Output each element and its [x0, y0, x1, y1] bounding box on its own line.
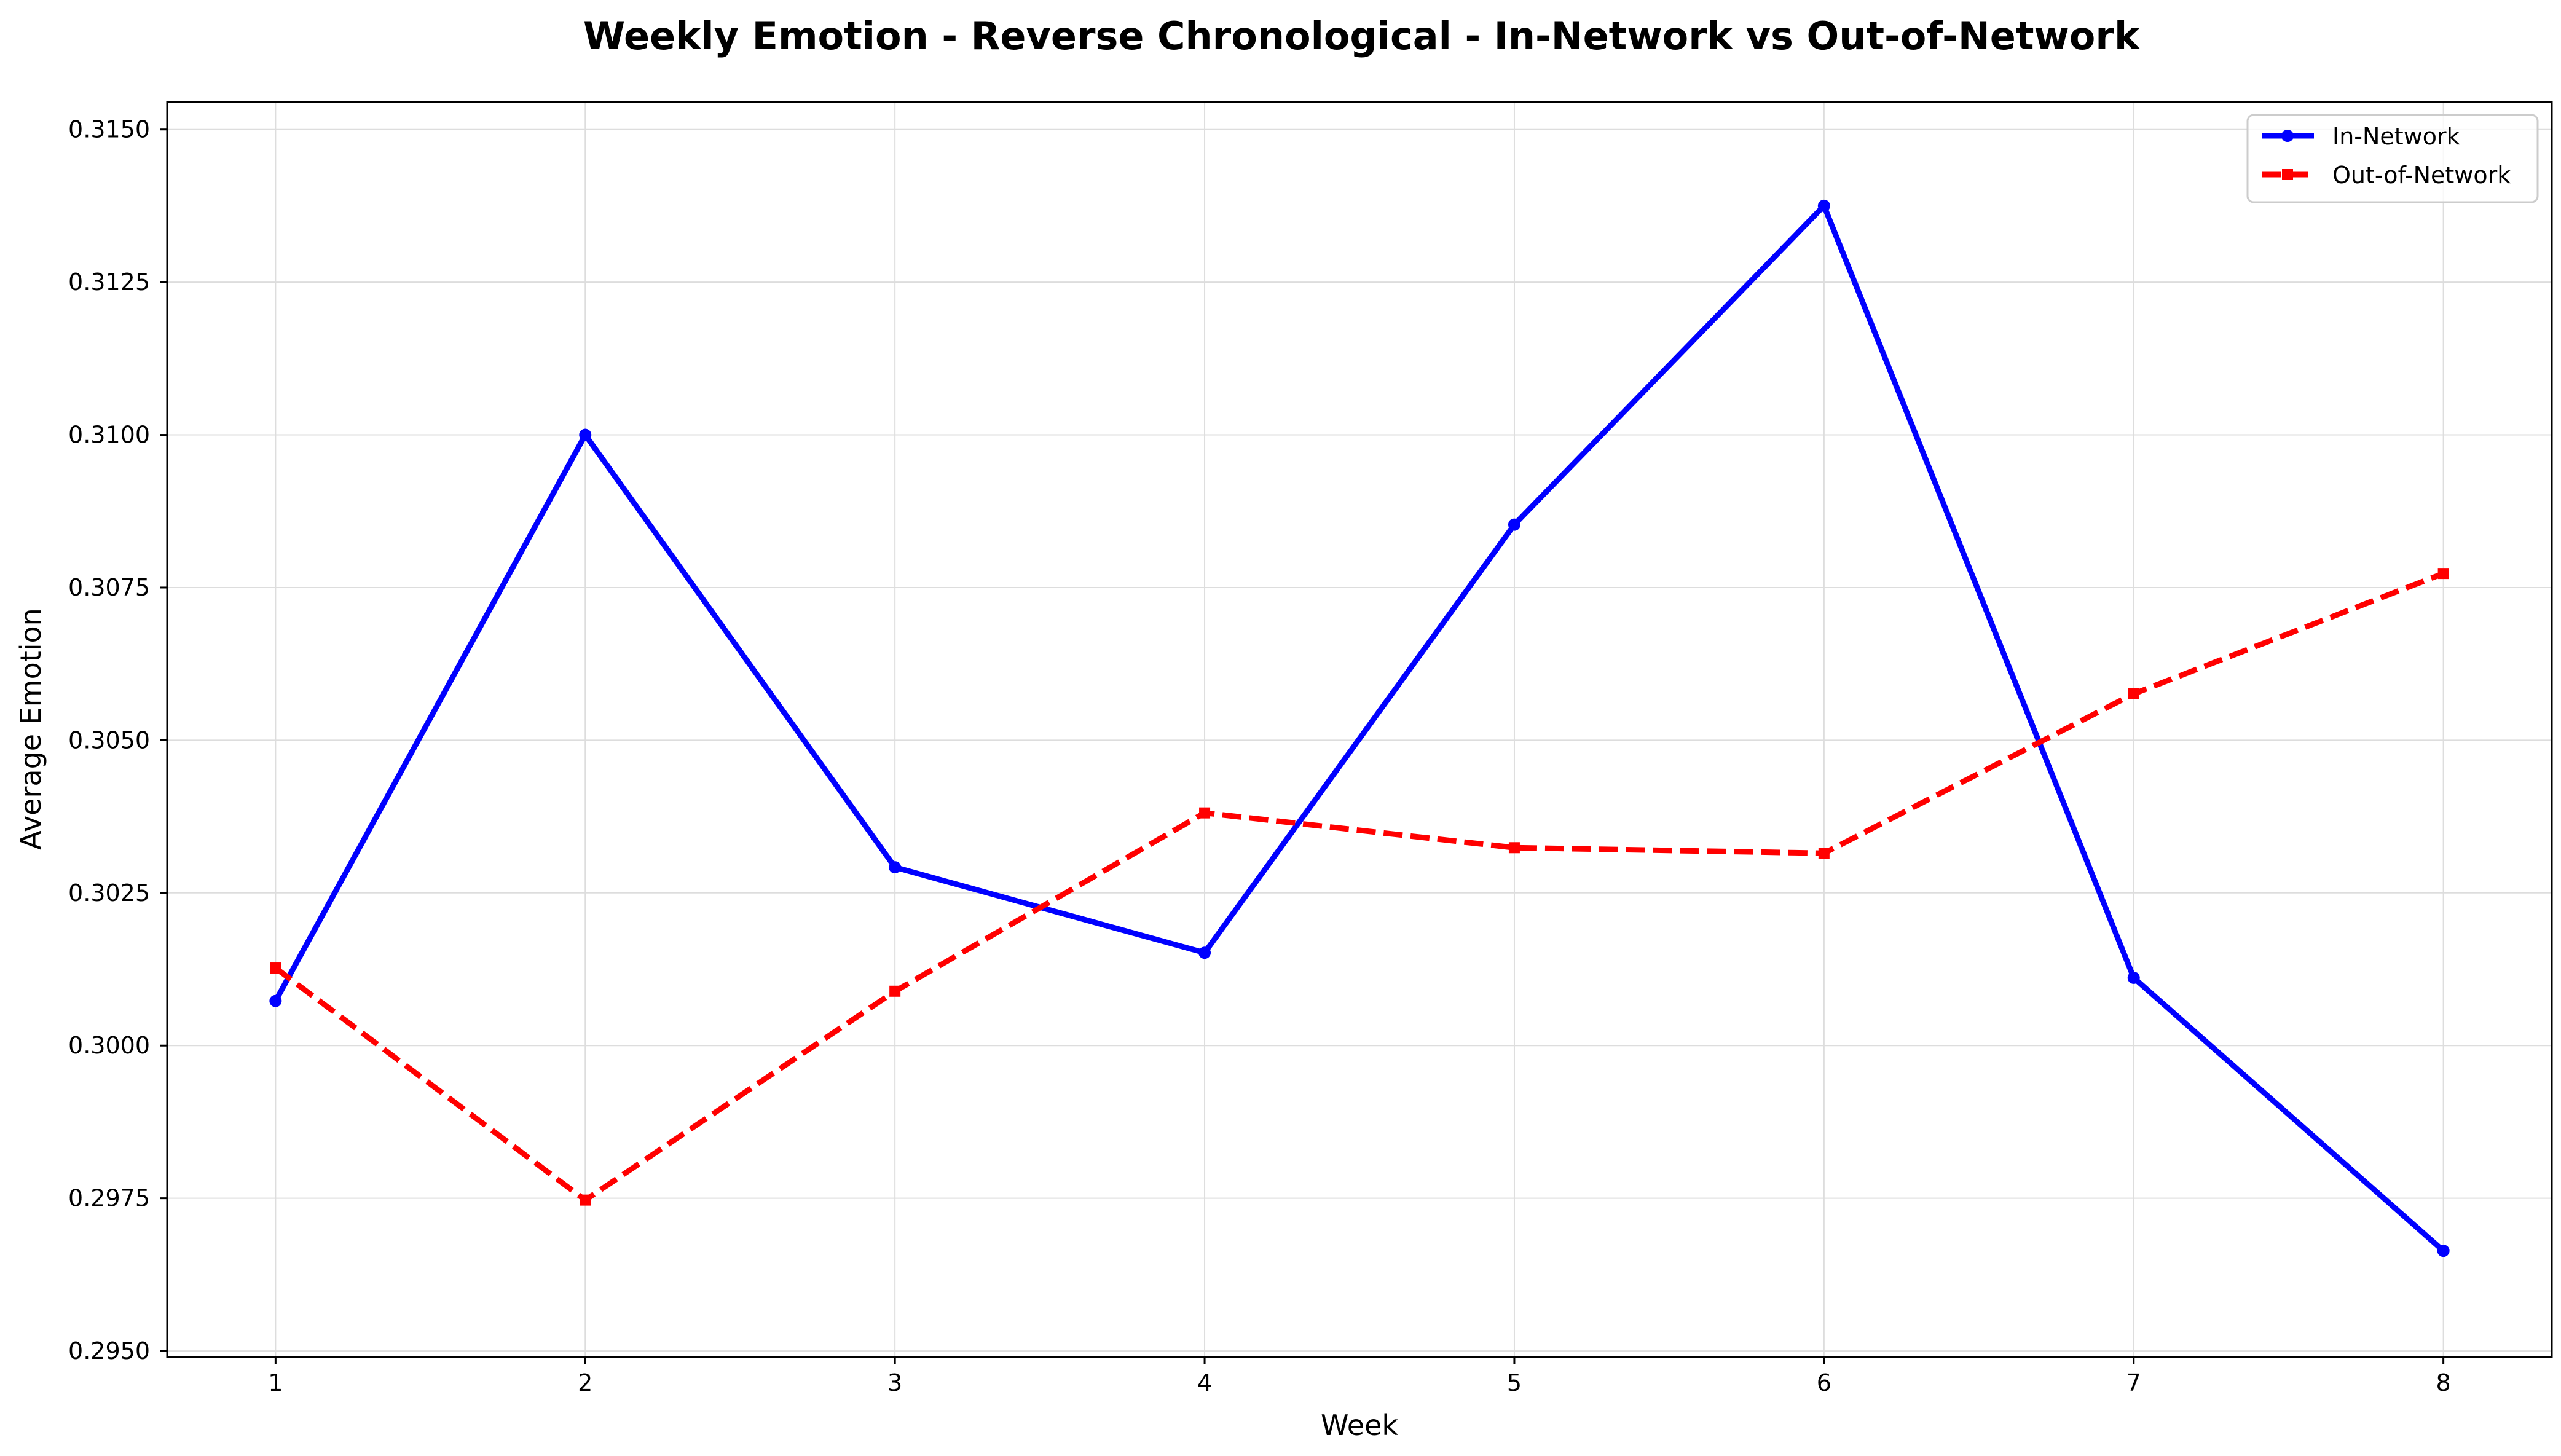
- data-point-in-network-1: [269, 994, 282, 1007]
- axis-ticks: 1 2 3 4 5 6 7 8 0.2950 0.2975 0.3000 0.3025 0.3050 0.…: [68, 116, 2451, 1396]
- series-layer: [269, 199, 2450, 1257]
- x-tick-label-3: 3: [887, 1369, 902, 1396]
- data-point-out-of-network-2: [580, 1194, 591, 1206]
- x-tick-label-7: 7: [2126, 1369, 2141, 1396]
- y-tick-label-2: 0.2975: [68, 1185, 150, 1212]
- legend-label-in-network: In-Network: [2332, 123, 2460, 150]
- x-tick-label-8: 8: [2436, 1369, 2451, 1396]
- data-point-in-network-5: [1508, 518, 1520, 531]
- y-tick-label-3: 0.3000: [68, 1032, 150, 1059]
- y-tick-label-4: 0.3025: [68, 880, 150, 907]
- y-tick-label-1: 0.2950: [68, 1337, 150, 1364]
- x-axis-label: Week: [1321, 1409, 1398, 1442]
- y-tick-label-8: 0.3125: [68, 269, 150, 296]
- chart-title: Weekly Emotion - Reverse Chronological -…: [583, 14, 2141, 58]
- data-point-out-of-network-5: [1508, 842, 1520, 854]
- x-tick-label-1: 1: [268, 1369, 283, 1396]
- x-tick-label-6: 6: [1817, 1369, 1831, 1396]
- data-point-out-of-network-1: [270, 962, 281, 974]
- data-point-out-of-network-4: [1199, 807, 1211, 819]
- legend: In-Network Out-of-Network: [2246, 114, 2539, 203]
- data-point-out-of-network-7: [2128, 688, 2139, 699]
- y-tick-label-9: 0.3150: [68, 116, 150, 143]
- data-point-in-network-2: [579, 428, 592, 441]
- data-point-in-network-8: [2437, 1245, 2450, 1257]
- y-tick-label-5: 0.3050: [68, 726, 150, 754]
- data-point-in-network-3: [889, 861, 902, 874]
- series-line-out-of-network: [273, 570, 2445, 1203]
- x-tick-label-4: 4: [1197, 1369, 1212, 1396]
- x-tick-label-2: 2: [578, 1369, 592, 1396]
- x-tick-label-5: 5: [1507, 1369, 1522, 1396]
- legend-marker-out-of-network: [2282, 169, 2293, 180]
- data-point-out-of-network-8: [2437, 568, 2449, 580]
- data-point-out-of-network-6: [1818, 848, 1830, 859]
- data-point-in-network-4: [1198, 946, 1211, 959]
- legend-label-out-of-network: Out-of-Network: [2332, 162, 2511, 189]
- y-axis-label: Average Emotion: [14, 608, 47, 850]
- y-tick-label-7: 0.3100: [68, 422, 150, 449]
- legend-marker-in-network: [2281, 130, 2294, 142]
- plot-frame: [166, 101, 2553, 1358]
- legend-box: [2246, 114, 2539, 203]
- data-point-in-network-6: [1817, 199, 1830, 212]
- y-tick-label-6: 0.3075: [68, 574, 150, 601]
- data-point-out-of-network-3: [889, 985, 901, 997]
- series-line-in-network: [273, 203, 2445, 1253]
- data-point-in-network-7: [2127, 971, 2140, 984]
